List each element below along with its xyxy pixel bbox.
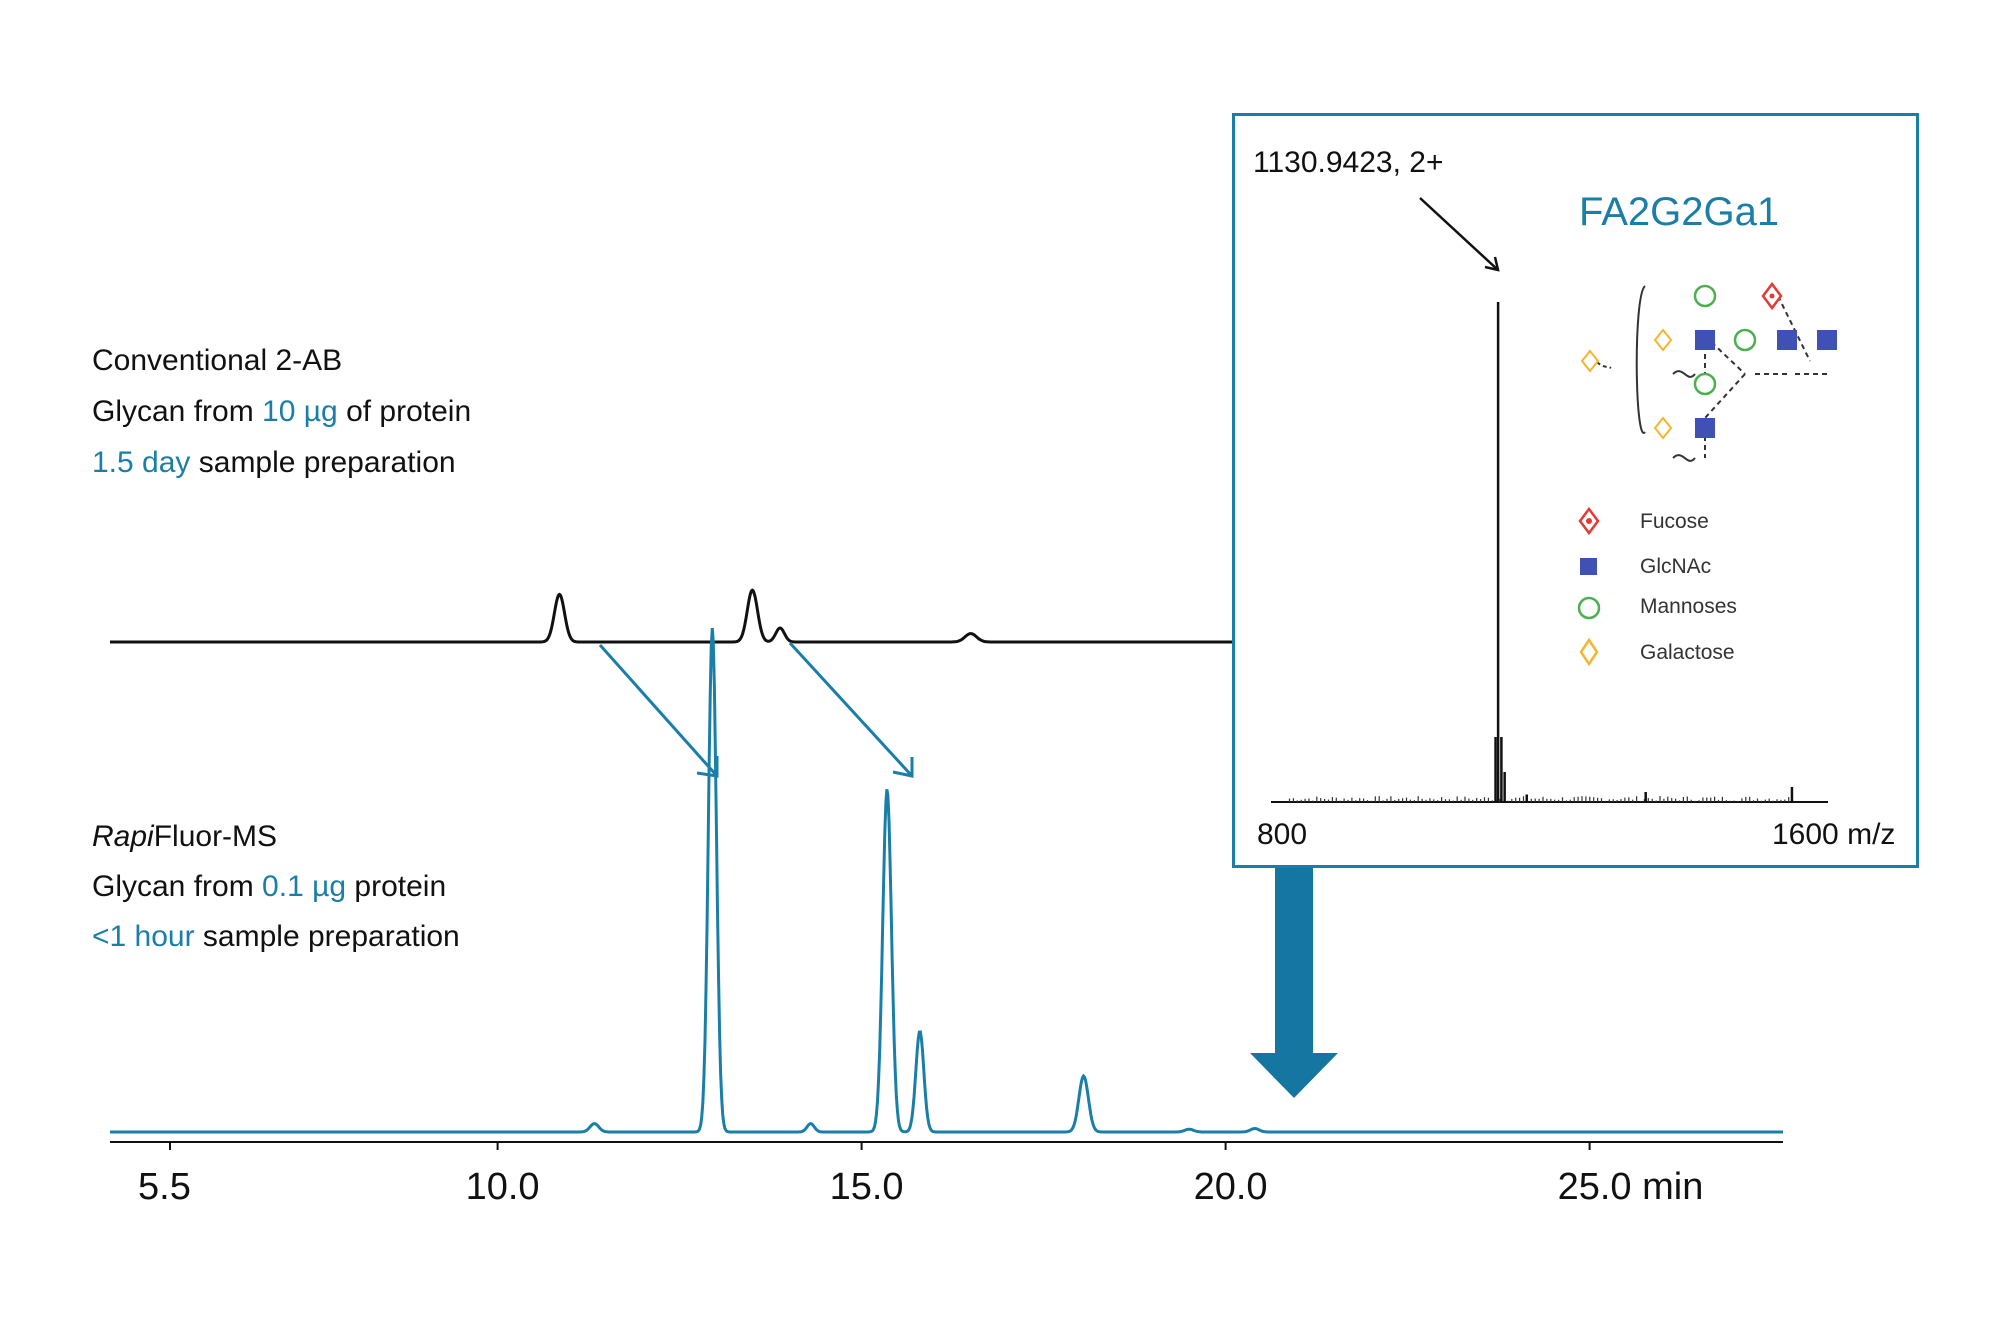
conventional-2ab-trace: [110, 588, 1232, 644]
rapifluor-glycan-suffix: protein: [346, 870, 447, 903]
x-tick-label: 15.0: [829, 1166, 904, 1208]
rapifluor-title-italic: Rapi: [92, 820, 154, 853]
rapifluor-glycan-amount: 0.1 µg: [262, 870, 347, 903]
mannose-icon: [1693, 372, 1717, 396]
galactose-icon: [1580, 349, 1600, 373]
ms-noise: [1288, 796, 1794, 802]
conventional-glycan-suffix: of protein: [337, 395, 472, 428]
x-tick-label: 20.0: [1193, 1166, 1268, 1208]
peak-correspondence-arrow-2: [788, 641, 914, 778]
rapifluor-glycan-prefix: Glycan from: [92, 870, 263, 903]
legend-label-glcnac: GlcNAc: [1640, 555, 1712, 578]
glycan-structure-name: FA2G2Ga1: [1579, 190, 1780, 234]
rapifluor-ms-trace: [110, 627, 1783, 1134]
rapifluor-prep-suffix: sample preparation: [194, 920, 460, 953]
galactose-icon: [1653, 328, 1673, 352]
conventional-prep-suffix: sample preparation: [190, 446, 456, 479]
conventional-glycan-prefix: Glycan from: [92, 395, 263, 428]
ms-peak-label-arrow: [1419, 197, 1499, 271]
galactose-icon: [1653, 416, 1673, 440]
rapifluor-title: RapiFluor-MS: [92, 822, 277, 852]
rapifluor-prep-line: <1 hour sample preparation: [92, 922, 460, 952]
red-diamond-dot-icon: [1586, 518, 1592, 524]
rapifluor-glycan-line: Glycan from 0.1 µg protein: [92, 872, 446, 902]
mannose-icon: [1693, 284, 1717, 308]
glcnac-icon: [1695, 418, 1715, 438]
glycan-structure: [1580, 281, 1837, 462]
x-tick-label: 25.0 min: [1557, 1166, 1704, 1208]
legend-label-mannoses: Mannoses: [1640, 595, 1737, 618]
rapifluor-title-rest: Fluor-MS: [153, 820, 278, 853]
legend-label-galactose: Galactose: [1640, 641, 1735, 664]
glcnac-icon: [1777, 330, 1797, 350]
glcnac-icon: [1695, 330, 1715, 350]
peak-correspondence-arrow-1: [598, 644, 719, 778]
legend-icons: [1577, 506, 1601, 667]
x-tick-label: 10.0: [465, 1166, 540, 1208]
mannose-icon: [1733, 328, 1757, 352]
conventional-glycan-amount: 10 µg: [262, 395, 338, 428]
conventional-glycan-line: Glycan from 10 µg of protein: [92, 397, 471, 427]
ms-x-min-label: 800: [1257, 818, 1308, 851]
ms-spectrum-plot: [1271, 197, 1837, 803]
ms-source-down-arrow: [1250, 868, 1338, 1098]
ms-peak-label-arrowhead: [1484, 256, 1500, 272]
ms-spectrum-inset: 1130.9423, 2+ FA2G2Ga1 Fucose GlcNAc Man…: [1232, 113, 1919, 868]
conventional-prep-time: 1.5 day: [92, 446, 191, 479]
green-circle-icon: [1577, 596, 1601, 620]
legend-label-fucose: Fucose: [1640, 510, 1709, 533]
conventional-title: Conventional 2-AB: [92, 344, 343, 377]
yellow-diamond-icon: [1579, 637, 1599, 667]
x-axis-ticks: [169, 1142, 1591, 1150]
conventional-prep-line: 1.5 day sample preparation: [92, 448, 456, 478]
fucose-dot-icon: [1769, 293, 1775, 299]
glcnac-icon: [1817, 330, 1837, 350]
ms-x-max-label: 1600 m/z: [1772, 818, 1896, 851]
ms-peak-label: 1130.9423, 2+: [1253, 146, 1444, 179]
blue-square-icon: [1580, 558, 1597, 575]
x-tick-label: 5.5: [138, 1166, 191, 1208]
rapifluor-prep-time: <1 hour: [92, 920, 195, 953]
ms-peaks: [1494, 302, 1794, 802]
